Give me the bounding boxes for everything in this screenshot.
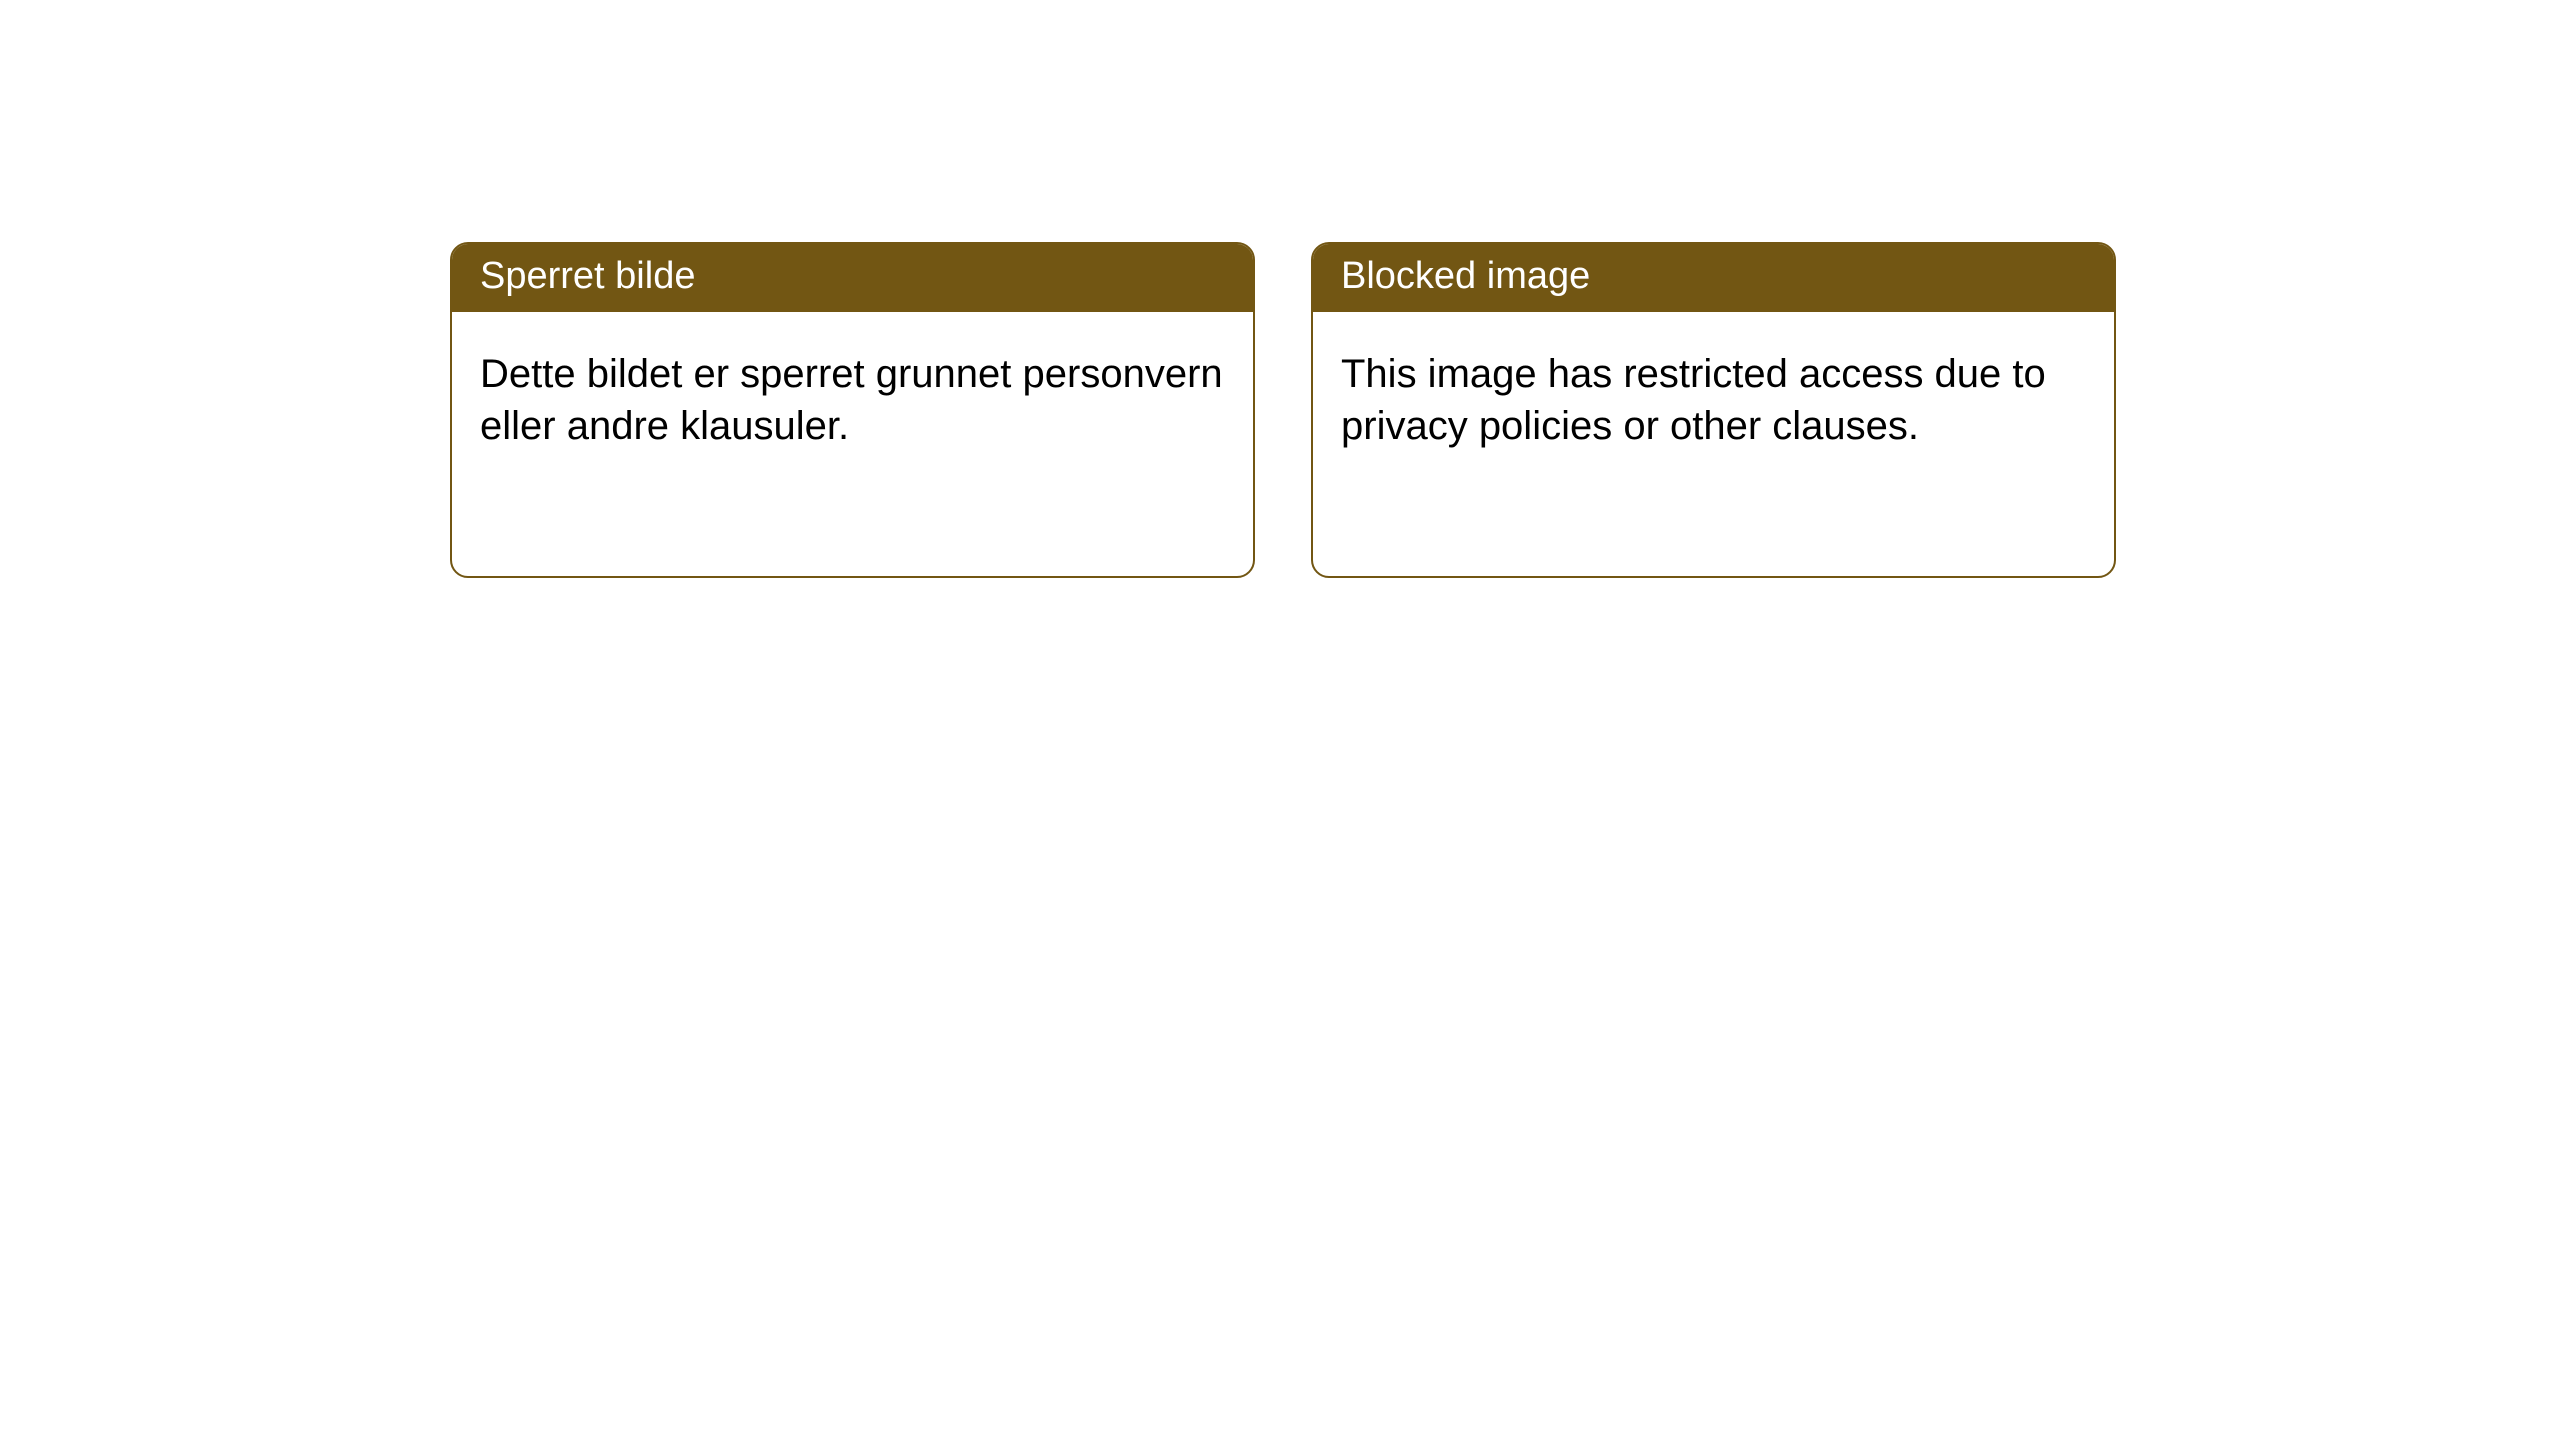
- card-title: Sperret bilde: [480, 255, 695, 297]
- card-message: This image has restricted access due to …: [1341, 352, 2046, 448]
- notice-container: Sperret bilde Dette bildet er sperret gr…: [0, 0, 2560, 578]
- notice-card-english: Blocked image This image has restricted …: [1311, 242, 2116, 578]
- notice-card-norwegian: Sperret bilde Dette bildet er sperret gr…: [450, 242, 1255, 578]
- card-header: Blocked image: [1313, 244, 2114, 312]
- card-header: Sperret bilde: [452, 244, 1253, 312]
- card-title: Blocked image: [1341, 255, 1590, 297]
- card-body: Dette bildet er sperret grunnet personve…: [452, 312, 1253, 480]
- card-body: This image has restricted access due to …: [1313, 312, 2114, 480]
- card-message: Dette bildet er sperret grunnet personve…: [480, 352, 1223, 448]
